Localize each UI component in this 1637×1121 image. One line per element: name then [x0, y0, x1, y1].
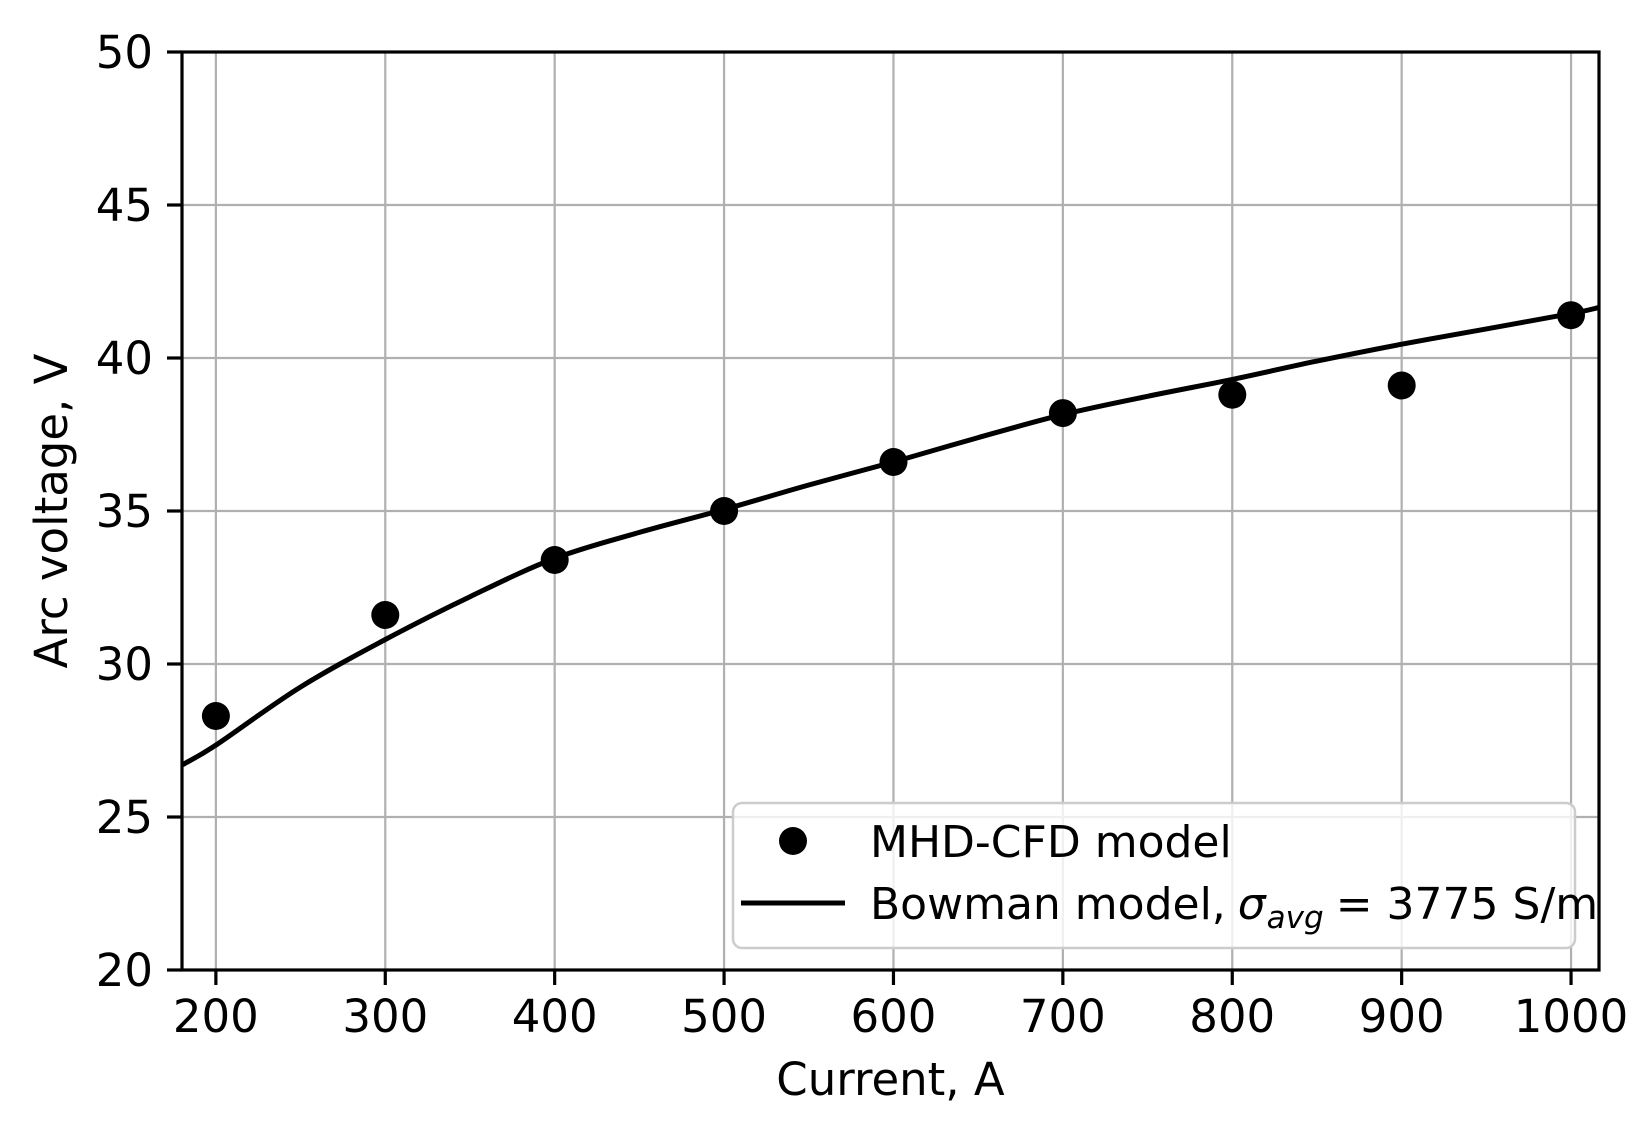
data-point-300A — [371, 601, 400, 629]
bowman-model-line — [180, 305, 1600, 768]
x-tick-label-200: 200 — [173, 990, 259, 1043]
axis-ticks — [167, 50, 1573, 985]
legend: MHD-CFD model Bowman model, σavg = 3775 S/m — [731, 801, 1598, 950]
y-tick-label-25: 25 — [96, 791, 153, 844]
data-point-200A — [201, 702, 230, 730]
x-axis-label: Current, A — [776, 1053, 1005, 1106]
data-point-1000A — [1557, 301, 1585, 330]
y-tick-label-40: 40 — [96, 332, 153, 385]
y-tick-label-30: 30 — [96, 638, 153, 691]
legend-entry-mhd-cfd: MHD-CFD model — [870, 817, 1232, 868]
y-axis-label: Arc voltage, V — [25, 353, 78, 668]
x-tick-label-700: 700 — [1020, 990, 1106, 1043]
tick-labels: 200 300 400 500 600 700 800 900 1000 20 25 30 35 40 45… — [96, 26, 1629, 1043]
axis-labels: Current, A Arc voltage, V — [25, 353, 1005, 1106]
x-tick-label-500: 500 — [681, 990, 767, 1043]
x-tick-label-900: 900 — [1359, 990, 1445, 1043]
y-tick-label-45: 45 — [96, 179, 153, 232]
data-series — [180, 301, 1600, 768]
y-tick-label-20: 20 — [96, 944, 153, 997]
data-point-700A — [1048, 399, 1077, 428]
legend-box — [731, 801, 1577, 950]
data-point-800A — [1218, 380, 1247, 409]
data-point-400A — [540, 546, 569, 574]
gridlines — [182, 50, 1599, 972]
y-tick-label-50: 50 — [96, 26, 153, 79]
legend-entry-bowman: Bowman model, σavg = 3775 S/m — [870, 879, 1598, 936]
data-point-600A — [879, 448, 908, 476]
x-tick-label-800: 800 — [1189, 990, 1275, 1043]
data-point-500A — [710, 497, 739, 525]
y-tick-label-35: 35 — [96, 485, 153, 538]
x-tick-label-300: 300 — [342, 990, 428, 1043]
data-point-900A — [1387, 371, 1416, 400]
mhd-cfd-scatter-points — [201, 301, 1585, 730]
x-tick-label-600: 600 — [851, 990, 937, 1043]
legend-marker-circle — [779, 827, 807, 855]
x-tick-label-400: 400 — [512, 990, 598, 1043]
x-tick-label-1000: 1000 — [1514, 990, 1629, 1043]
